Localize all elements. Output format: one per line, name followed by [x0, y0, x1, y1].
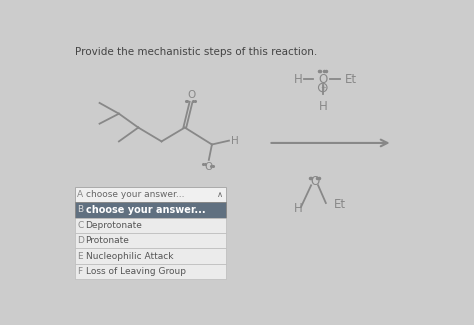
Text: H: H	[293, 72, 302, 85]
Bar	[75, 264, 226, 279]
Text: A: A	[77, 190, 83, 199]
Text: Loss of Leaving Group: Loss of Leaving Group	[86, 267, 186, 276]
Text: choose your answer...: choose your answer...	[86, 190, 184, 199]
Bar	[75, 202, 226, 218]
Bar	[75, 187, 226, 202]
Text: H: H	[293, 202, 302, 215]
Text: F: F	[77, 267, 82, 276]
Text: Protonate: Protonate	[86, 236, 129, 245]
Text: Et: Et	[345, 72, 356, 85]
Text: O: O	[187, 90, 195, 100]
Text: O: O	[318, 72, 328, 85]
Text: H: H	[230, 136, 238, 146]
Text: O: O	[310, 175, 319, 188]
Text: C: C	[77, 221, 83, 230]
Text: ∧: ∧	[217, 190, 223, 199]
Text: D: D	[77, 236, 84, 245]
Text: Nucleophilic Attack: Nucleophilic Attack	[86, 252, 173, 261]
Text: Provide the mechanistic steps of this reaction.: Provide the mechanistic steps of this re…	[75, 47, 317, 57]
Bar	[75, 218, 226, 233]
Text: E: E	[77, 252, 82, 261]
Text: choose your answer...: choose your answer...	[86, 205, 205, 215]
Text: Deprotonate: Deprotonate	[86, 221, 143, 230]
Bar	[75, 233, 226, 248]
Bar	[75, 248, 226, 264]
Text: +: +	[320, 84, 326, 90]
Text: Et: Et	[334, 198, 346, 211]
Text: O: O	[205, 162, 213, 172]
Text: H: H	[319, 100, 327, 113]
Text: B: B	[77, 205, 83, 214]
